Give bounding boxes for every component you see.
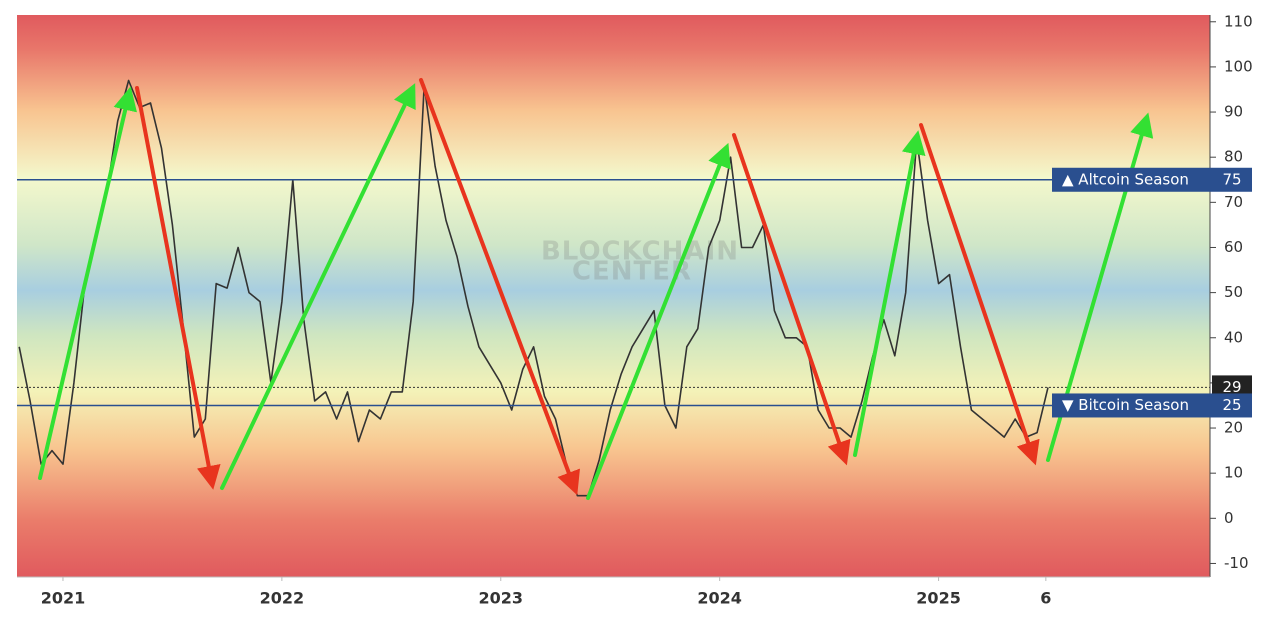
arrow-down xyxy=(732,133,851,466)
y-tick-label: 40 xyxy=(1224,328,1243,346)
y-tick-label: -10 xyxy=(1224,554,1249,572)
y-tick-label: 70 xyxy=(1224,193,1243,211)
watermark-line: BLOCKCHAIN xyxy=(541,237,739,267)
reference-label: ▼ Bitcoin Season xyxy=(1062,396,1189,414)
y-tick-label: 50 xyxy=(1224,283,1243,301)
x-tick-label: 2021 xyxy=(41,589,86,608)
x-tick-label: 2023 xyxy=(479,589,524,608)
arrow-down xyxy=(135,86,221,490)
reference-label-box xyxy=(1052,167,1252,192)
y-tick-label: 20 xyxy=(1224,419,1243,437)
y-tick-label: 80 xyxy=(1224,148,1243,166)
current-value-label: 29 xyxy=(1222,378,1241,396)
watermark: BLOCKCHAIN CENTER xyxy=(541,237,739,287)
y-tick-label: 100 xyxy=(1224,57,1253,75)
reference-value: 75 xyxy=(1222,170,1241,188)
plot-background xyxy=(17,15,1210,577)
y-tick-label: 10 xyxy=(1224,464,1243,482)
x-tick-label: 2022 xyxy=(260,589,305,608)
arrow-down xyxy=(919,123,1040,466)
arrow-up xyxy=(586,142,731,500)
x-tick-label: 2024 xyxy=(697,589,742,608)
reference-label: ▲ Altcoin Season xyxy=(1062,170,1189,188)
y-tick-label: 110 xyxy=(1224,12,1253,30)
arrow-up xyxy=(853,130,926,457)
y-tick-label: 0 xyxy=(1224,509,1234,527)
arrow-up xyxy=(220,83,416,490)
arrow-down xyxy=(419,78,581,496)
reference-value: 25 xyxy=(1222,396,1241,414)
x-tick-label: 2025 xyxy=(916,589,961,608)
arrow-up xyxy=(38,86,137,480)
x-tick-label: 6 xyxy=(1040,589,1051,608)
reference-label-box xyxy=(1052,393,1252,418)
y-tick-label: 60 xyxy=(1224,238,1243,256)
y-tick-label: 90 xyxy=(1224,103,1243,121)
watermark-line: CENTER xyxy=(572,257,692,287)
